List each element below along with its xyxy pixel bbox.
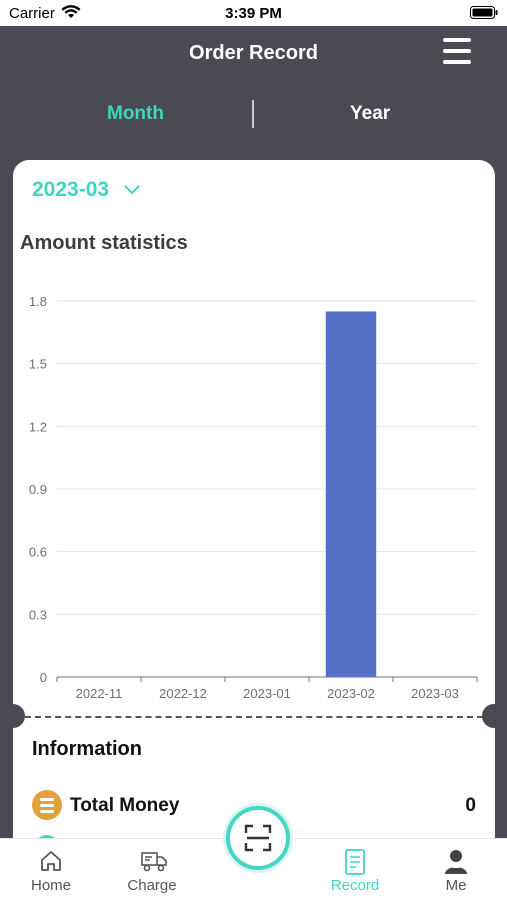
menu-button[interactable]	[443, 38, 471, 68]
page-title: Order Record	[189, 42, 318, 64]
scan-icon	[244, 824, 272, 852]
x-tick-label: 2022-11	[76, 686, 123, 701]
x-tick-label: 2023-03	[411, 686, 459, 701]
y-tick-label: 0.9	[29, 482, 47, 497]
chart-title: Amount statistics	[20, 232, 188, 254]
scan-button[interactable]	[226, 806, 290, 870]
y-tick-label: 0	[40, 670, 47, 685]
home-icon	[41, 851, 61, 871]
truck-icon	[141, 852, 167, 872]
total-money-value: 0	[465, 795, 476, 816]
tabbar-label-record: Record	[330, 877, 380, 894]
y-tick-label: 0.3	[29, 607, 47, 622]
menu-icon-bar	[443, 60, 471, 64]
tab-divider	[252, 100, 254, 128]
tabbar-item-home[interactable]: Home	[6, 839, 96, 901]
y-tick-label: 1.5	[29, 357, 47, 372]
tabbar-item-me[interactable]: Me	[411, 839, 501, 901]
selected-month: 2023-03	[32, 178, 110, 201]
tabbar-label-home: Home	[30, 877, 71, 894]
y-tick-label: 1.2	[29, 419, 47, 434]
chevron-down-icon	[124, 185, 140, 195]
carrier-label: Carrier	[9, 5, 55, 22]
ticket-notch-right	[482, 704, 506, 728]
x-tick-label: 2023-01	[243, 686, 291, 701]
wifi-icon	[61, 5, 81, 18]
tabbar-label-charge: Charge	[127, 877, 177, 894]
coins-icon	[32, 790, 62, 820]
y-tick-label: 0.6	[29, 545, 47, 560]
bar-2023-02	[325, 311, 377, 677]
statistics-card: 2023-03 Amount statistics	[13, 160, 495, 720]
status-time: 3:39 PM	[225, 5, 282, 22]
document-icon	[345, 849, 365, 875]
tabbar-item-charge[interactable]: Charge	[107, 839, 197, 901]
tab-year[interactable]: Year	[350, 103, 391, 124]
header: Order Record Month Year	[0, 26, 507, 160]
amount-chart: 0 0.3 0.6 0.9 1.2 1.5 1.8 2022-11 2022-12 2023-01…	[29, 294, 478, 701]
ticket-notch-left	[1, 704, 25, 728]
user-icon	[445, 850, 467, 874]
total-money-label: Total Money	[70, 795, 180, 816]
information-title: Information	[32, 738, 142, 760]
x-tick-label: 2022-12	[159, 686, 207, 701]
tabbar-label-me: Me	[445, 877, 467, 894]
menu-icon-bar	[443, 38, 471, 42]
y-tick-label: 1.8	[29, 294, 47, 309]
menu-icon-bar	[443, 49, 471, 53]
status-bar: Carrier 3:39 PM	[0, 0, 507, 26]
month-selector[interactable]: 2023-03	[32, 178, 141, 202]
x-tick-label: 2023-02	[327, 686, 375, 701]
battery-icon	[470, 6, 498, 19]
total-money-row: Total Money 0	[32, 790, 476, 822]
tab-month[interactable]: Month	[107, 103, 164, 124]
dashed-divider	[25, 716, 483, 718]
tabbar-item-record[interactable]: Record	[310, 839, 400, 901]
